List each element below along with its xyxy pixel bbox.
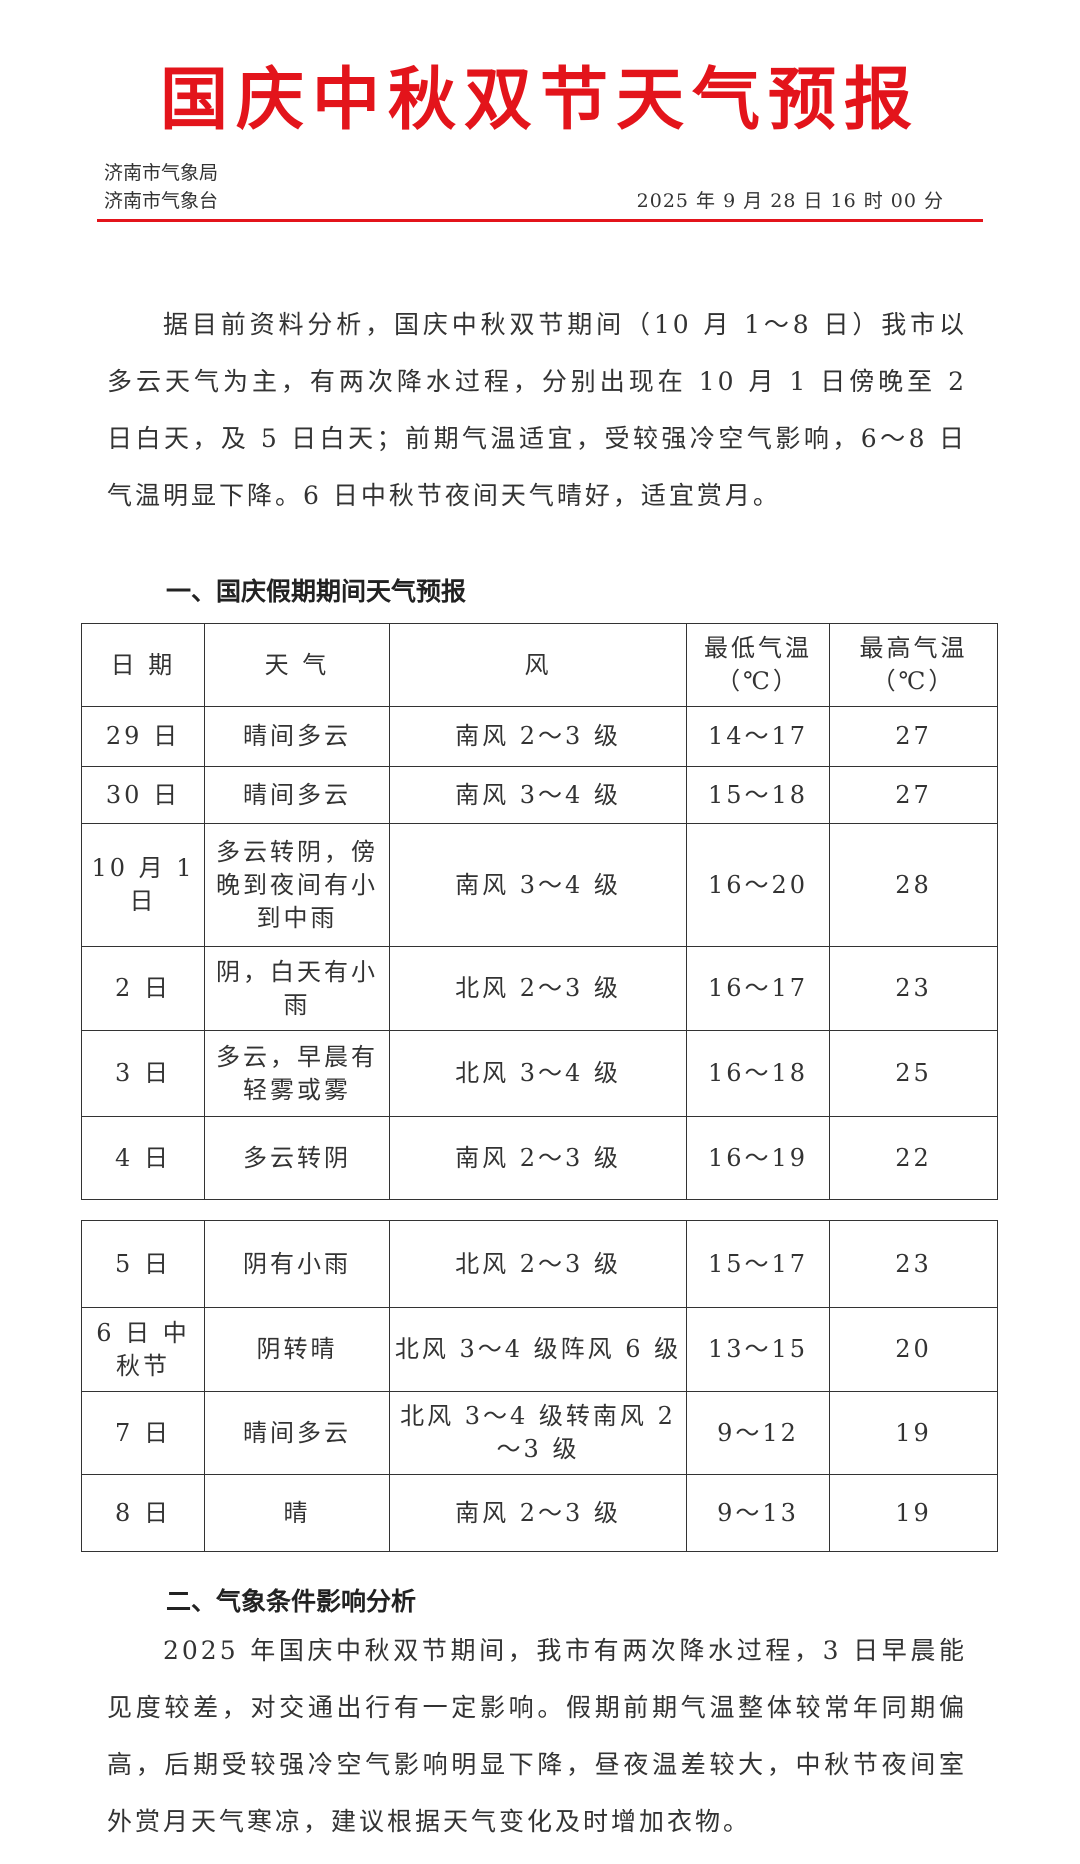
document-title: 国庆中秋双节天气预报	[159, 61, 920, 140]
header-weather: 天 气	[204, 623, 390, 707]
cell-wind: 北风 3～4 级	[389, 1030, 687, 1117]
issuer-bureau: 济南市气象局	[104, 162, 219, 184]
table-header-row: 日 期 天 气 风 最低气温（℃） 最高气温（℃）	[81, 623, 998, 707]
section-2-heading: 二、气象条件影响分析	[166, 1587, 417, 1616]
header-date: 日 期	[81, 623, 205, 707]
table-row: 30 日晴间多云 南风 3～4 级 15～18 27	[81, 766, 998, 824]
cell-weather: 多云，早晨有轻雾或雾	[204, 1030, 390, 1117]
table-row: 4 日多云转阴 南风 2～3 级 16～19 22	[81, 1116, 998, 1200]
table-row: 5 日阴有小雨 北风 2～3 级 15～17 23	[81, 1220, 998, 1308]
cell-wind: 南风 2～3 级	[389, 1474, 687, 1552]
cell-max-temp: 23	[829, 1220, 998, 1308]
cell-wind: 南风 2～3 级	[389, 1116, 687, 1200]
header-max-temp: 最高气温（℃）	[829, 623, 998, 707]
cell-wind: 北风 2～3 级	[389, 946, 687, 1031]
cell-max-temp: 23	[829, 946, 998, 1031]
cell-min-temp: 16～19	[686, 1116, 830, 1200]
forecast-table-part1: 日 期 天 气 风 最低气温（℃） 最高气温（℃） 29 日晴间多云 南风 2～3…	[81, 623, 998, 1200]
cell-wind: 北风 3～4 级转南风 2～3 级	[389, 1391, 687, 1475]
cell-weather: 晴间多云	[204, 766, 390, 824]
cell-weather: 多云转阴，傍晚到夜间有小到中雨	[204, 823, 390, 947]
cell-min-temp: 15～17	[686, 1220, 830, 1308]
cell-date: 5 日	[81, 1220, 205, 1308]
cell-date: 30 日	[81, 766, 205, 824]
cell-wind: 南风 3～4 级	[389, 823, 687, 947]
table-row: 2 日阴，白天有小雨 北风 2～3 级 16～17 23	[81, 946, 998, 1031]
cell-weather: 阴转晴	[204, 1307, 390, 1392]
issuer-observatory: 济南市气象台	[104, 190, 219, 212]
cell-min-temp: 16～17	[686, 946, 830, 1031]
cell-max-temp: 22	[829, 1116, 998, 1200]
cell-wind: 南风 3～4 级	[389, 766, 687, 824]
header-wind: 风	[389, 623, 687, 707]
cell-max-temp: 27	[829, 706, 998, 767]
analysis-paragraph: 2025 年国庆中秋双节期间，我市有两次降水过程，3 日早晨能见度较差，对交通出…	[107, 1636, 967, 1836]
cell-min-temp: 13～15	[686, 1307, 830, 1392]
cell-date: 8 日	[81, 1474, 205, 1552]
cell-min-temp: 9～13	[686, 1474, 830, 1552]
cell-weather: 晴间多云	[204, 1391, 390, 1475]
cell-wind: 北风 2～3 级	[389, 1220, 687, 1308]
cell-max-temp: 28	[829, 823, 998, 947]
cell-date: 29 日	[81, 706, 205, 767]
red-divider	[97, 219, 983, 222]
cell-max-temp: 25	[829, 1030, 998, 1117]
cell-date: 10 月 1 日	[81, 823, 205, 947]
section-1-heading: 一、国庆假期期间天气预报	[166, 577, 467, 606]
forecast-table-part2: 5 日阴有小雨 北风 2～3 级 15～17 23 6 日 中秋节 阴转晴 北风 3～4 级…	[81, 1220, 998, 1552]
cell-max-temp: 20	[829, 1307, 998, 1392]
cell-max-temp: 19	[829, 1391, 998, 1475]
cell-date: 6 日 中秋节	[81, 1307, 205, 1392]
table-row: 29 日晴间多云 南风 2～3 级 14～17 27	[81, 706, 998, 767]
cell-min-temp: 16～20	[686, 823, 830, 947]
intro-paragraph: 据目前资料分析，国庆中秋双节期间（10 月 1～8 日）我市以多云天气为主，有两…	[107, 310, 967, 510]
cell-wind: 北风 3～4 级阵风 6 级	[389, 1307, 687, 1392]
table-row: 10 月 1 日多云转阴，傍晚到夜间有小到中雨 南风 3～4 级 16～20 28	[81, 823, 998, 947]
cell-weather: 阴，白天有小雨	[204, 946, 390, 1031]
table-row: 6 日 中秋节 阴转晴 北风 3～4 级阵风 6 级 13～15 20	[81, 1307, 998, 1392]
table-row: 7 日晴间多云 北风 3～4 级转南风 2～3 级 9～12 19	[81, 1391, 998, 1475]
cell-max-temp: 27	[829, 766, 998, 824]
cell-wind: 南风 2～3 级	[389, 706, 687, 767]
cell-min-temp: 15～18	[686, 766, 830, 824]
cell-weather: 晴间多云	[204, 706, 390, 767]
cell-weather: 晴	[204, 1474, 390, 1552]
table-row: 3 日多云，早晨有轻雾或雾 北风 3～4 级 16～18 25	[81, 1030, 998, 1117]
cell-min-temp: 9～12	[686, 1391, 830, 1475]
table-row: 8 日晴南风 2～3 级 9～13 19	[81, 1474, 998, 1552]
cell-min-temp: 14～17	[686, 706, 830, 767]
cell-min-temp: 16～18	[686, 1030, 830, 1117]
cell-date: 7 日	[81, 1391, 205, 1475]
cell-date: 4 日	[81, 1116, 205, 1200]
cell-date: 3 日	[81, 1030, 205, 1117]
cell-date: 2 日	[81, 946, 205, 1031]
header-min-temp: 最低气温（℃）	[686, 623, 830, 707]
issue-time: 2025 年 9 月 28 日 16 时 00 分	[636, 190, 944, 212]
cell-weather: 阴有小雨	[204, 1220, 390, 1308]
cell-max-temp: 19	[829, 1474, 998, 1552]
cell-weather: 多云转阴	[204, 1116, 390, 1200]
